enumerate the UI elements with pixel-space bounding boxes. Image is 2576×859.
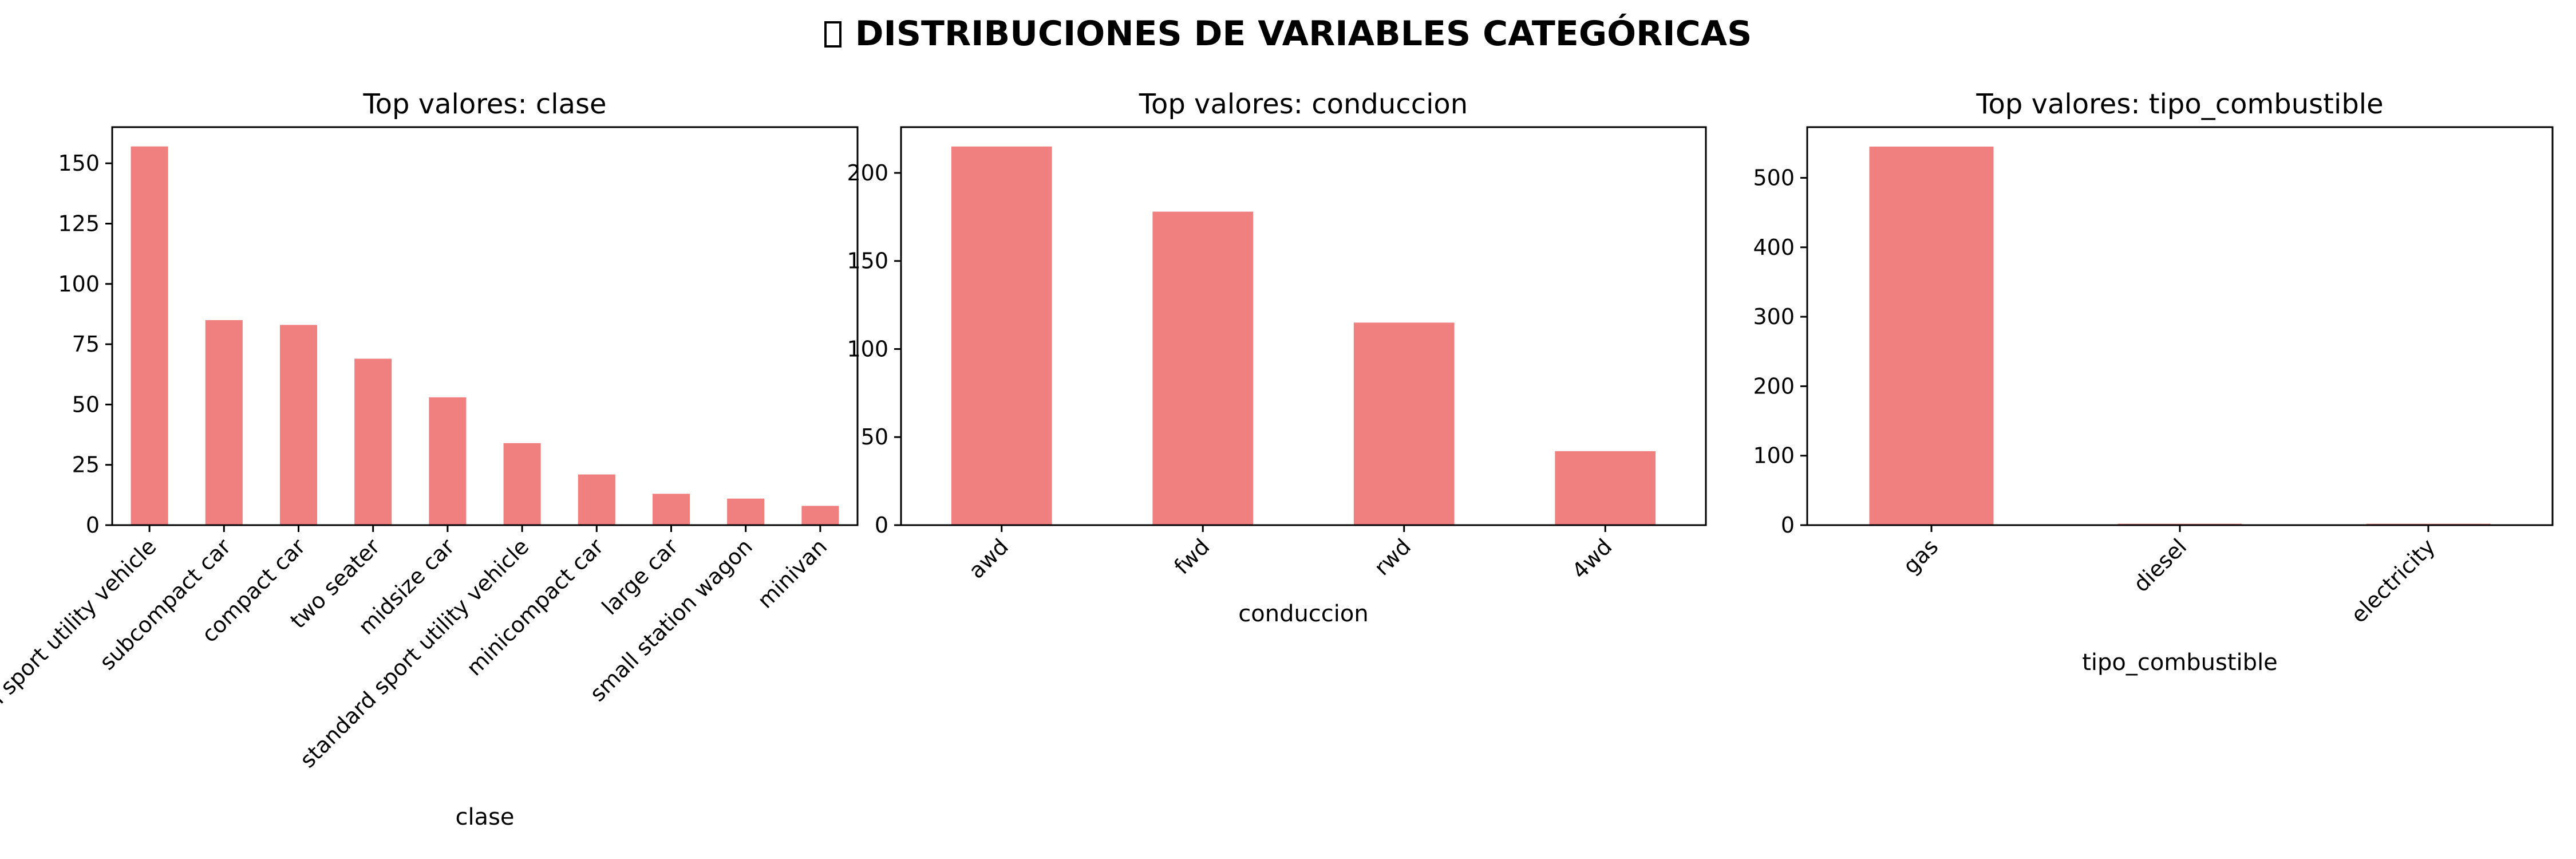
chart-title: Top valores: tipo_combustible [1976, 88, 2383, 120]
x-tick-label: diesel [2128, 534, 2191, 597]
y-tick-label: 400 [1753, 235, 1795, 260]
x-tick-label: 4wd [1567, 534, 1617, 584]
x-tick-label: rwd [1369, 534, 1416, 580]
x-tick-label: subcompact car [94, 534, 236, 675]
bar-4wd [1555, 451, 1656, 525]
chart-panel-3: Top valores: tipo_combustible 0 100 200 300 4… [1753, 88, 2554, 676]
x-tick-label: minivan [753, 534, 832, 613]
y-tick-label: 100 [1753, 443, 1795, 468]
bar-rwd [1353, 322, 1455, 525]
y-tick-label: 75 [72, 332, 100, 357]
y-tick-label: 0 [86, 513, 100, 538]
chart-panel-2: Top valores: conduccion 0 50 100 150 200 awd fw… [847, 88, 1707, 627]
chart-panel-1: Top valores: clase0255075100125150small … [0, 88, 859, 830]
bar-small-station-wagon [727, 498, 765, 525]
y-tick-label: 500 [1753, 166, 1795, 191]
bar-small-sport-utility-vehicle [131, 146, 168, 526]
y-tick-label: 125 [58, 211, 100, 236]
x-tick-label: gas [1898, 534, 1943, 579]
y-tick-label: 300 [1753, 304, 1795, 329]
y-tick-label: 150 [58, 151, 100, 176]
y-tick-label: 0 [1781, 513, 1795, 538]
x-tick-label: awd [963, 534, 1013, 584]
bar-awd [951, 146, 1052, 525]
figure-title-text: DISTRIBUCIONES DE VARIABLES CATEGÓRICAS [855, 14, 1752, 54]
bar-midsize-car [429, 397, 467, 525]
bar-standard-sport-utility-vehicle [503, 443, 541, 525]
axes-frame [111, 126, 859, 526]
bar-minivan [801, 506, 839, 525]
y-tick-label: 25 [72, 452, 100, 478]
y-tick-label: 0 [875, 513, 888, 538]
y-tick-label: 200 [1753, 373, 1795, 399]
chart-title: Top valores: clase [362, 88, 606, 120]
y-tick-label: 200 [847, 160, 888, 186]
bar-gas [1869, 146, 1994, 525]
y-tick-label: 50 [72, 392, 100, 417]
bar-fwd [1152, 211, 1254, 526]
y-tick-label: 100 [847, 336, 888, 361]
axes-frame [900, 126, 1707, 526]
bar-minicompact-car [578, 474, 615, 525]
y-tick-label: 150 [847, 249, 888, 274]
bar-two-seater [354, 358, 392, 525]
y-tick-label: 100 [58, 271, 100, 297]
bar-subcompact-car [205, 320, 243, 525]
x-axis-label: clase [455, 804, 514, 830]
chart-title: Top valores: conduccion [1139, 88, 1468, 120]
x-tick-label: electricity [2346, 534, 2440, 628]
y-tick-label: 50 [861, 424, 888, 450]
bar-compact-car [279, 325, 318, 525]
x-tick-label: fwd [1169, 534, 1214, 579]
box-glyph-icon [824, 21, 841, 48]
figure-title: DISTRIBUCIONES DE VARIABLES CATEGÓRICAS [0, 14, 2576, 54]
x-tick-label: minicompact car [461, 534, 609, 681]
x-axis-label: tipo_combustible [2082, 649, 2278, 676]
bar-large-car [652, 494, 690, 525]
x-axis-label: conduccion [1238, 601, 1368, 627]
